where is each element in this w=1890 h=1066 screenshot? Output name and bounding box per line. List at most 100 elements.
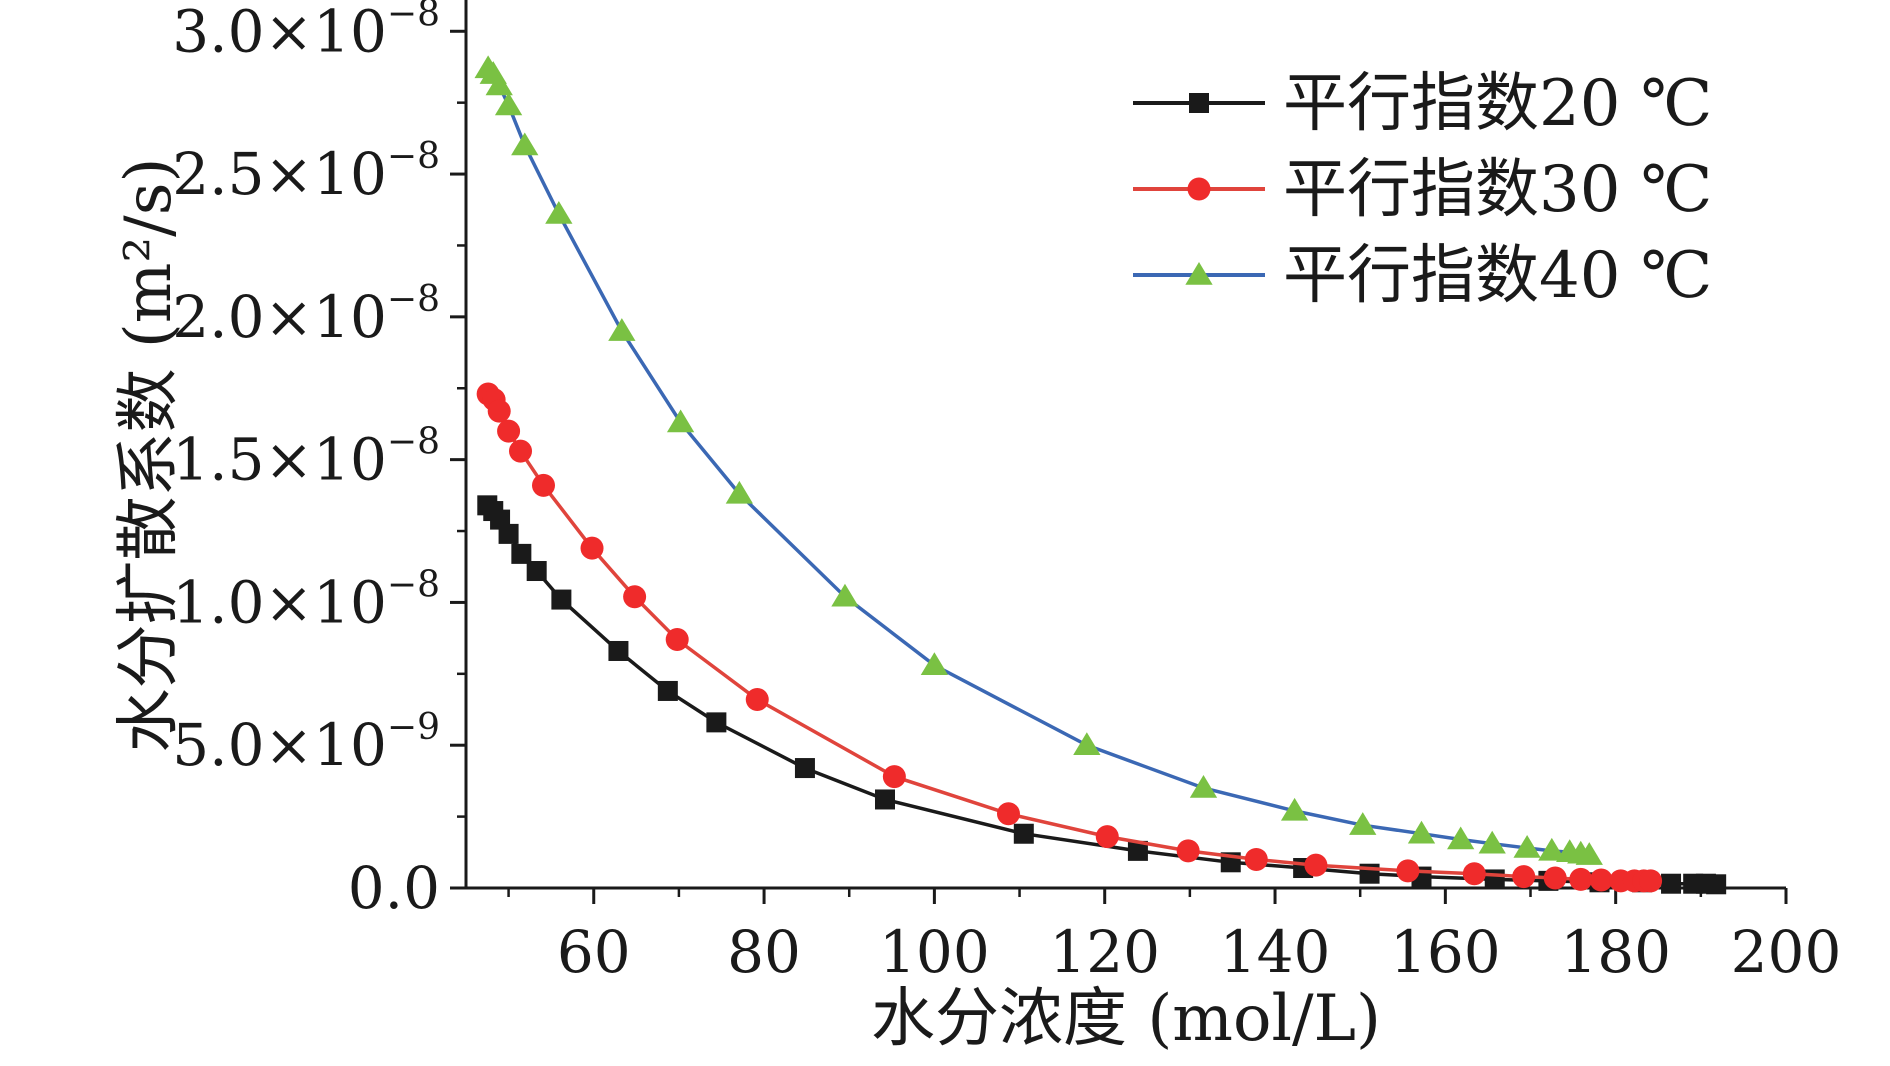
data-point — [1575, 842, 1603, 865]
data-point — [1407, 820, 1436, 844]
y-tick-mantissa: 1.5×10 — [172, 426, 387, 494]
data-point — [1706, 874, 1727, 895]
y-tick-label: 2.5×10−8 — [172, 136, 440, 208]
data-point — [1013, 823, 1034, 844]
legend-item: 平行指数20 ℃ — [1133, 67, 1712, 141]
x-axis-title: 水分浓度 (mol/L) — [871, 982, 1381, 1056]
legend-item: 平行指数30 ℃ — [1133, 153, 1712, 227]
plot-area — [474, 55, 1727, 895]
legend-marker — [1185, 262, 1213, 285]
y-tick-mantissa: 3.0×10 — [172, 0, 387, 65]
y-tick-exponent: −9 — [387, 707, 440, 748]
data-point — [1280, 797, 1309, 821]
y-tick-mantissa: 2.0×10 — [172, 283, 387, 351]
x-tick-label: 180 — [1560, 918, 1671, 986]
legend-marker — [1189, 93, 1209, 113]
data-point — [1095, 825, 1119, 849]
data-point — [608, 318, 636, 341]
y-tick-mantissa: 2.5×10 — [172, 140, 387, 208]
data-point — [1538, 837, 1566, 861]
data-point — [1589, 868, 1613, 892]
data-point — [1639, 869, 1663, 893]
data-point — [1484, 869, 1505, 890]
axes — [464, 0, 1786, 890]
series-line — [486, 392, 1651, 883]
legend-marker — [1187, 177, 1211, 201]
y-tick-exponent: −8 — [387, 136, 440, 177]
x-tick-label: 140 — [1220, 918, 1331, 986]
y-tick-label: 2.0×10−8 — [172, 279, 440, 351]
series-1 — [476, 382, 1663, 893]
data-point — [494, 92, 523, 116]
legend-item: 平行指数40 ℃ — [1133, 239, 1712, 313]
y-tick-label: 3.0×10−8 — [172, 0, 440, 65]
data-point — [1244, 847, 1268, 871]
y-tick-label: 1.0×10−8 — [172, 564, 440, 636]
data-point — [485, 72, 513, 96]
data-point — [794, 758, 815, 779]
data-point — [551, 589, 572, 610]
data-point — [545, 201, 573, 224]
y-tick-mantissa: 1.0×10 — [172, 568, 387, 636]
x-tick-label: 80 — [727, 918, 801, 986]
y-tick-mantissa: 5.0×10 — [172, 711, 387, 779]
data-point — [623, 585, 647, 609]
data-point — [1127, 840, 1148, 861]
y-axis-title: 水分扩散系数 (m²/s) — [112, 157, 186, 752]
data-point — [1478, 830, 1506, 854]
data-point — [511, 543, 532, 564]
data-point — [1176, 839, 1200, 863]
y-tick-exponent: −8 — [387, 279, 440, 320]
data-point — [1304, 853, 1328, 877]
data-point — [665, 628, 689, 652]
y-tick-exponent: −8 — [387, 564, 440, 605]
y-tick-label: 5.0×10−9 — [172, 707, 440, 779]
data-point — [666, 409, 695, 433]
data-point — [657, 680, 678, 701]
x-tick-label: 200 — [1731, 918, 1842, 986]
x-tick-label: 100 — [879, 918, 990, 986]
series-0 — [477, 495, 1727, 895]
legend-label: 平行指数20 ℃ — [1283, 67, 1712, 141]
data-point — [487, 399, 511, 423]
data-point — [509, 439, 533, 463]
data-point — [1447, 826, 1475, 850]
data-point — [874, 789, 895, 810]
x-tick-label: 160 — [1390, 918, 1501, 986]
data-point — [882, 765, 906, 789]
data-point — [498, 523, 519, 544]
data-point — [526, 561, 547, 582]
data-point — [996, 802, 1020, 826]
data-point — [831, 583, 859, 607]
y-tick-mantissa: 0.0 — [348, 854, 440, 922]
x-ticks: 60 80 100 120 140 160 180 200 — [507, 888, 1842, 986]
y-tick-label: 0.0 — [348, 854, 440, 922]
data-point — [511, 132, 539, 156]
x-tick-label: 60 — [557, 918, 631, 986]
data-point — [1661, 873, 1682, 894]
data-point — [1513, 835, 1541, 858]
data-point — [706, 712, 727, 733]
y-tick-exponent: −8 — [387, 422, 440, 463]
data-point — [745, 688, 769, 712]
legend-label: 平行指数30 ℃ — [1283, 153, 1712, 227]
data-point — [1512, 865, 1536, 889]
data-point — [580, 536, 604, 560]
x-tick-label: 120 — [1049, 918, 1160, 986]
y-tick-label: 1.5×10−8 — [172, 422, 440, 494]
data-point — [1569, 867, 1593, 891]
data-point — [1396, 859, 1420, 883]
data-point — [920, 652, 949, 676]
data-point — [1189, 775, 1218, 798]
data-point — [497, 419, 521, 443]
legend: 平行指数20 ℃ 平行指数30 ℃ 平行指数40 ℃ — [1133, 67, 1712, 313]
legend-label: 平行指数40 ℃ — [1283, 239, 1712, 313]
data-point — [1543, 866, 1567, 890]
data-point — [725, 480, 754, 504]
data-point — [1073, 732, 1101, 755]
y-ticks: 0.05.0×10−91.0×10−81.5×10−82.0×10−82.5×1… — [172, 0, 466, 922]
data-point — [531, 473, 555, 497]
data-point — [1349, 812, 1377, 835]
data-point — [608, 640, 629, 661]
